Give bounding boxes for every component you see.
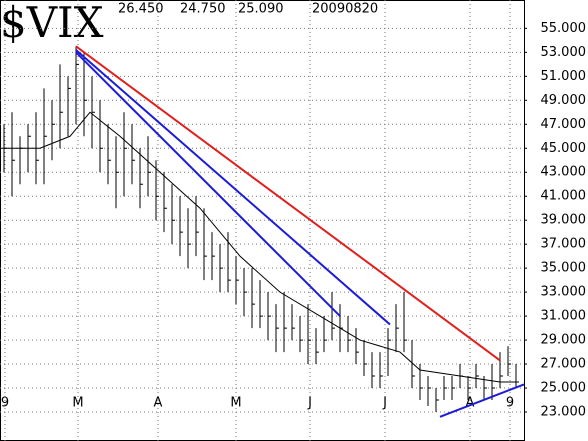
y-tick-label: 33.000 [541,285,587,300]
price-bar [195,196,199,257]
trendline [75,51,341,317]
y-tick-label: 55.000 [541,21,587,36]
y-tick-label: 41.000 [541,189,587,204]
price-bar [163,172,167,233]
y-tick-label: 25.000 [541,381,587,396]
price-bar [515,364,519,389]
price-bar [155,160,159,221]
trendline [75,49,391,326]
price-bar [211,232,215,281]
x-tick-label: M [72,396,83,411]
chart-title: $VIX [0,0,104,47]
price-bar [467,376,471,401]
price-bar [267,292,271,341]
price-bar [499,352,503,389]
price-bar [475,364,479,389]
trendline [75,45,501,362]
y-tick-label: 29.000 [541,333,587,348]
y-tick-label: 27.000 [541,357,587,372]
price-bar [19,136,23,185]
price-bar [123,112,127,197]
price-bar [259,280,263,329]
price-bar [75,46,79,125]
price-bar [299,316,303,353]
price-bar [387,328,391,377]
y-tick-label: 47.000 [541,117,587,132]
header-value: 26.450 [118,2,164,17]
y-tick-label: 39.000 [541,213,587,228]
price-bar [43,88,47,185]
price-bar [347,316,351,353]
x-tick-label: J [382,396,387,411]
price-bar [291,304,295,341]
price-bar [187,208,191,269]
x-tick-label: 9 [506,396,514,411]
price-bar [147,136,151,197]
y-tick-label: 51.000 [541,69,587,84]
y-tick-label: 43.000 [541,165,587,180]
x-tick-label: J [307,396,312,411]
frame [0,0,525,441]
y-tick-label: 31.000 [541,309,587,324]
price-bar [275,304,279,353]
price-bar [99,100,103,173]
price-bar [443,376,447,401]
price-bar [507,346,511,377]
price-bar [307,304,311,365]
y-tick-label: 23.000 [541,405,587,420]
price-bar [139,148,143,209]
price-bar [323,316,327,353]
price-bar [451,376,455,401]
header-value: 20090820 [312,2,378,17]
price-bar [419,364,423,401]
price-bar [403,292,407,353]
price-bar [435,388,439,413]
price-bar [331,292,335,341]
price-bar [491,364,495,401]
price-bar [219,244,223,293]
price-bar [427,376,431,407]
price-bar [67,76,71,137]
header-value: 24.750 [180,2,226,17]
price-bar [371,352,375,389]
price-bar [227,232,231,293]
trendline [439,383,524,418]
price-bar [235,256,239,305]
x-tick-label: M [230,396,241,411]
price-bar [171,184,175,245]
price-bar [107,124,111,185]
price-bar [115,136,119,209]
price-bar [83,52,87,137]
y-tick-label: 37.000 [541,237,587,252]
price-bar [51,100,55,161]
price-bar [411,340,415,389]
price-bar [251,268,255,329]
y-tick-label: 45.000 [541,141,587,156]
x-tick-label: A [154,396,163,411]
price-bar [395,304,399,353]
price-bar [131,124,135,185]
moving-average [0,111,516,383]
y-tick-label: 53.000 [541,45,587,60]
price-bar [283,292,287,353]
x-tick-label: A [466,396,475,411]
x-tick-label: 9 [1,396,9,411]
y-tick-label: 35.000 [541,261,587,276]
price-bar [315,328,319,365]
price-bar [179,196,183,257]
price-bar [203,208,207,281]
price-bar [363,340,367,377]
y-tick-label: 49.000 [541,93,587,108]
price-bar [91,76,95,149]
price-bar [59,64,63,149]
price-bar [243,268,247,317]
price-bar [11,112,15,197]
header-value: 25.090 [238,2,284,17]
price-bar [355,328,359,365]
price-bar [379,352,383,389]
